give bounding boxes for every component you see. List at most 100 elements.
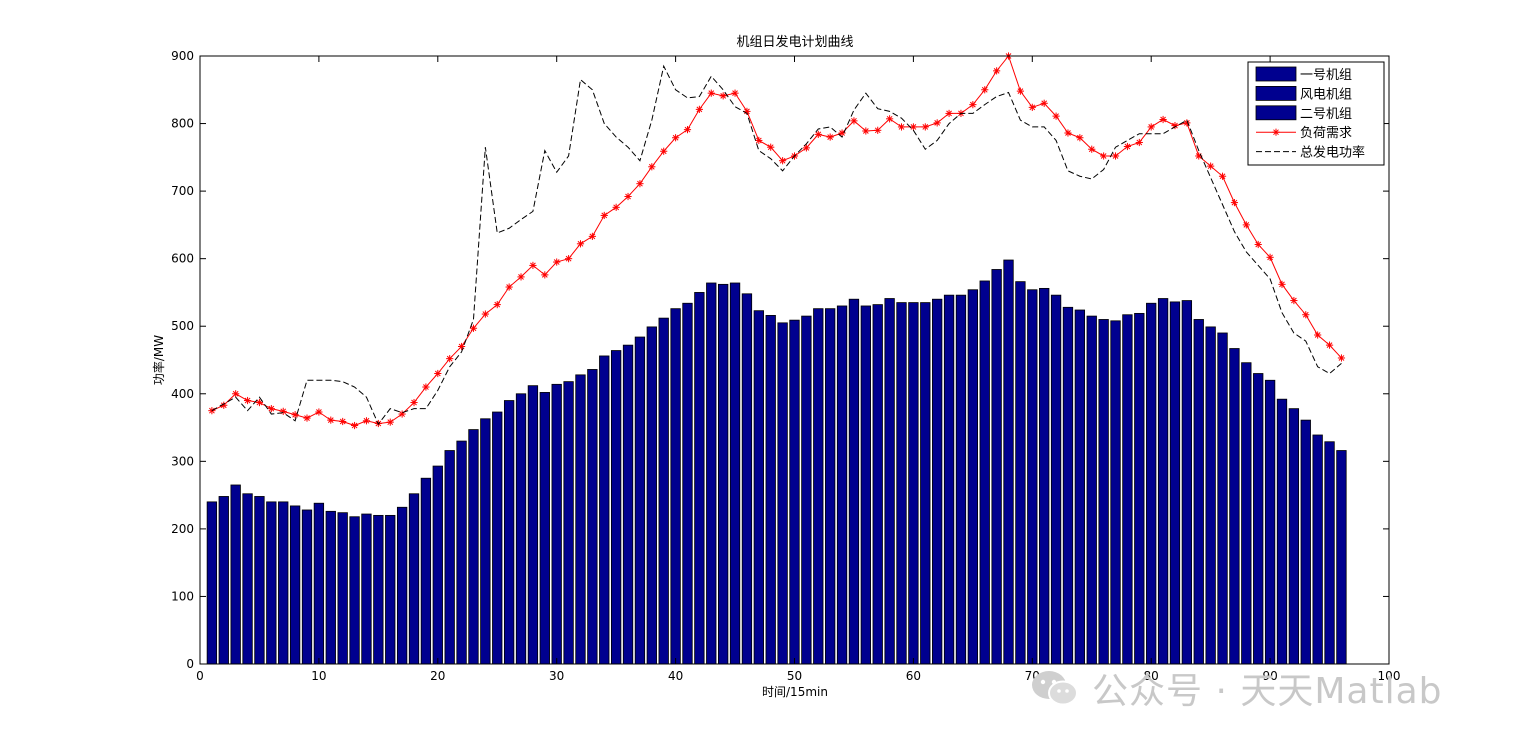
bar — [729, 282, 741, 665]
x-tick-label: 30 — [549, 669, 564, 683]
line-marker — [981, 86, 989, 94]
bar — [884, 298, 895, 665]
bar — [1110, 320, 1121, 665]
axes-group: 0 10 20 30 40 50 60 70 80 90 100010020030040050060… — [171, 49, 1400, 683]
bar — [408, 493, 420, 665]
bar — [1027, 289, 1038, 665]
line-marker — [802, 144, 810, 152]
bar — [801, 315, 812, 665]
bar — [872, 304, 883, 665]
y-tick-label: 0 — [186, 657, 194, 671]
line-marker — [1337, 354, 1346, 362]
x-tick-label: 100 — [1378, 669, 1401, 683]
legend-label: 负荷需求 — [1300, 126, 1352, 141]
bar — [1288, 408, 1300, 665]
bar — [943, 294, 955, 665]
bar — [860, 305, 871, 665]
bar — [1157, 298, 1169, 665]
bar — [456, 440, 467, 665]
bar — [1062, 306, 1074, 665]
bar — [955, 294, 967, 665]
line-marker — [624, 192, 632, 201]
bar — [1264, 379, 1276, 665]
line-marker — [422, 383, 430, 391]
line-marker — [612, 203, 620, 211]
bar — [1098, 319, 1109, 665]
bar — [789, 319, 800, 665]
line-marker — [1040, 99, 1048, 107]
bar — [563, 381, 574, 665]
bar — [1169, 301, 1181, 665]
line-marker — [517, 273, 525, 281]
x-tick-label: 20 — [430, 669, 445, 683]
bar — [337, 512, 348, 665]
legend-swatch-bar — [1255, 66, 1297, 82]
line-marker — [1123, 142, 1132, 151]
bar — [706, 282, 717, 665]
line-marker — [874, 126, 882, 134]
line-marker — [767, 143, 775, 151]
line-marker — [1147, 123, 1155, 131]
line-marker — [446, 355, 454, 363]
line-marker — [636, 180, 644, 188]
y-tick-label: 200 — [171, 522, 194, 536]
y-tick-label: 100 — [171, 589, 194, 603]
bar — [658, 317, 669, 665]
line-marker — [1230, 198, 1239, 207]
line-marker — [434, 369, 442, 378]
line-marker — [243, 396, 252, 405]
line-marker — [469, 324, 478, 332]
line-marker — [1302, 311, 1310, 319]
line-marker — [838, 129, 846, 137]
y-tick-label: 300 — [171, 454, 194, 468]
bar — [1074, 309, 1086, 665]
line-marker — [755, 136, 763, 145]
line-marker — [481, 310, 489, 318]
bar — [670, 308, 681, 665]
line-marker — [529, 261, 537, 270]
line-marker — [279, 407, 287, 415]
line-marker — [291, 411, 299, 419]
bar — [753, 310, 764, 665]
bar — [1039, 287, 1050, 665]
bar — [1205, 326, 1216, 665]
bar — [206, 501, 218, 665]
line-marker — [1076, 134, 1084, 142]
line-marker — [327, 416, 335, 424]
y-axis-label: 功率/MW — [151, 335, 166, 385]
bar — [813, 308, 824, 665]
line-marker — [862, 127, 870, 135]
bar — [373, 514, 384, 665]
line-marker — [600, 211, 608, 220]
line-marker — [719, 92, 727, 100]
bar — [1181, 300, 1193, 665]
bar — [1050, 294, 1062, 665]
watermark: 公众号 · 天天Matlab — [1030, 662, 1442, 714]
x-tick-label: 60 — [906, 669, 921, 683]
bar — [967, 289, 979, 665]
line-marker — [909, 123, 917, 131]
line-marker — [1290, 296, 1298, 305]
line-marker — [255, 398, 264, 407]
bar — [1193, 319, 1204, 665]
line-marker — [886, 115, 894, 123]
line-marker — [743, 107, 751, 115]
bar — [325, 510, 336, 665]
bar — [610, 350, 622, 665]
y-tick-label: 400 — [171, 387, 194, 401]
bar — [1146, 302, 1157, 665]
line-marker — [267, 405, 275, 413]
x-axis-label: 时间/15min — [762, 685, 828, 699]
line-marker — [945, 109, 953, 118]
x-tick-label: 10 — [311, 669, 326, 683]
line-marker — [672, 134, 680, 142]
x-tick-label: 0 — [196, 669, 204, 683]
line-marker — [1207, 162, 1215, 170]
line-marker — [553, 258, 561, 266]
y-tick-label: 900 — [171, 49, 194, 63]
bar — [1229, 348, 1240, 665]
line-marker — [779, 157, 787, 165]
line-marker — [576, 240, 585, 248]
bar — [468, 429, 479, 665]
